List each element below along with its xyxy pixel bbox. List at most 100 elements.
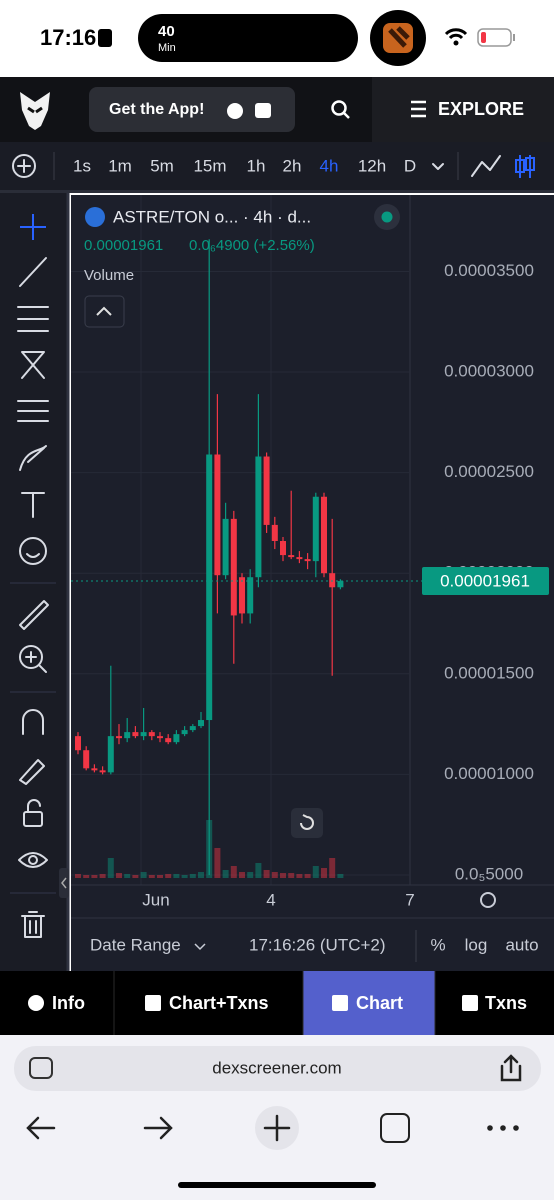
timeframe[interactable]: 5m <box>150 156 174 175</box>
more-dot[interactable] <box>487 1125 493 1131</box>
tab[interactable] <box>0 971 114 1035</box>
volume-bar <box>198 872 204 878</box>
volume-bar <box>271 872 278 878</box>
timeframe[interactable]: 1m <box>108 156 132 175</box>
tab-icon <box>145 995 161 1011</box>
timeframe[interactable]: 12h <box>358 156 386 175</box>
delete-tool[interactable] <box>21 911 45 938</box>
text-tool[interactable] <box>21 492 45 518</box>
logo[interactable] <box>20 92 50 130</box>
line-chart-icon[interactable] <box>471 155 501 177</box>
more-timeframes[interactable] <box>432 163 444 170</box>
more-dot <box>500 1125 506 1131</box>
projection-tool[interactable] <box>17 400 49 422</box>
volume-bar <box>239 872 245 878</box>
tab-label: Txns <box>485 993 527 1013</box>
pattern-tool[interactable] <box>21 351 45 379</box>
candle-body <box>247 577 254 614</box>
apple-icon <box>227 103 243 119</box>
tab[interactable] <box>435 971 554 1035</box>
timeframe[interactable]: 15m <box>193 156 226 175</box>
home-indicator <box>178 1182 376 1188</box>
collapse-legend-arrow <box>96 306 112 316</box>
y-tick-label: 0.00001500 <box>444 663 534 682</box>
more-dot <box>513 1125 519 1131</box>
volume-bar <box>255 863 262 878</box>
tab-icon <box>462 995 478 1011</box>
candle-body <box>312 496 319 562</box>
volume-bar <box>116 873 122 878</box>
candle-body <box>132 732 139 737</box>
add-indicator-icon[interactable] <box>12 154 36 178</box>
candle-body <box>75 736 81 751</box>
share-icon[interactable] <box>500 1054 522 1082</box>
app-icon-glyph <box>388 26 410 48</box>
candle-body <box>198 720 204 727</box>
candle-body <box>206 454 213 721</box>
timeframe[interactable]: 1s <box>73 156 91 175</box>
candle-body <box>271 524 278 542</box>
zoom-tool[interactable] <box>19 645 43 669</box>
search-icon[interactable] <box>331 100 347 116</box>
page-menu-icon[interactable] <box>29 1057 53 1079</box>
timeframe[interactable]: D <box>404 156 416 175</box>
search-handle <box>343 112 350 119</box>
fib-tool[interactable] <box>17 306 49 332</box>
back-button[interactable] <box>26 1116 56 1140</box>
crosshair-tool[interactable] <box>20 214 46 240</box>
timeframe[interactable]: 1h <box>247 156 266 175</box>
candle-body <box>329 573 336 588</box>
brush-tool[interactable] <box>19 445 47 471</box>
x-tick-label: 4 <box>266 890 275 909</box>
change: 0.0₆4900 (+2.56%) <box>189 237 315 254</box>
volume-bar <box>304 874 311 878</box>
date-range[interactable]: Date Range <box>90 935 181 954</box>
forward-button[interactable] <box>143 1116 173 1140</box>
scale-option[interactable]: auto <box>505 935 538 954</box>
timeframe[interactable]: 2h <box>283 156 302 175</box>
volume-bar <box>296 874 303 878</box>
lock-tool[interactable] <box>23 811 43 827</box>
candle-body <box>214 454 221 576</box>
tab[interactable] <box>303 971 435 1035</box>
reset-icon <box>300 814 314 830</box>
get-app-button[interactable] <box>89 87 295 132</box>
magnet-tool[interactable] <box>22 709 44 735</box>
trendline-tool[interactable] <box>19 257 47 287</box>
candle-body <box>173 734 180 743</box>
volume-bar <box>148 875 155 878</box>
reset-button[interactable] <box>291 808 323 838</box>
volume-bar <box>173 874 180 878</box>
scale-option[interactable]: % <box>430 935 445 954</box>
volume-bar <box>107 858 114 878</box>
candle-body <box>255 456 262 578</box>
logo-eyes <box>27 106 43 114</box>
emoji-tool[interactable] <box>19 537 47 565</box>
candle-body <box>116 736 122 739</box>
lock-shackle <box>27 799 41 813</box>
candle-body <box>239 577 245 614</box>
volume-bar <box>329 858 336 878</box>
explore-button[interactable] <box>372 77 554 142</box>
timeframe[interactable]: 4h <box>320 156 339 175</box>
x-tick-label: 7 <box>405 890 414 909</box>
last-price-label: 0.00001961 <box>440 572 530 591</box>
visibility-tool[interactable] <box>18 852 48 868</box>
candle-body <box>337 581 344 588</box>
scale-options: % log auto <box>430 935 538 954</box>
volume-bar <box>124 874 131 878</box>
ruler-tool[interactable] <box>19 600 49 630</box>
settings-icon[interactable] <box>480 892 496 908</box>
get-app-label: Get the App! <box>109 101 204 118</box>
tabs-button[interactable] <box>380 1113 410 1143</box>
collapse-legend[interactable] <box>84 295 125 328</box>
url-field[interactable] <box>14 1046 541 1091</box>
candle-body <box>83 750 90 769</box>
scale-option[interactable]: log <box>465 935 488 954</box>
lock-drawing-tool[interactable] <box>19 759 45 785</box>
collapse-toolbar[interactable] <box>59 868 69 898</box>
android-icon <box>255 103 271 118</box>
new-tab-plus <box>263 1114 291 1142</box>
x-tick-label: Jun <box>142 890 169 909</box>
